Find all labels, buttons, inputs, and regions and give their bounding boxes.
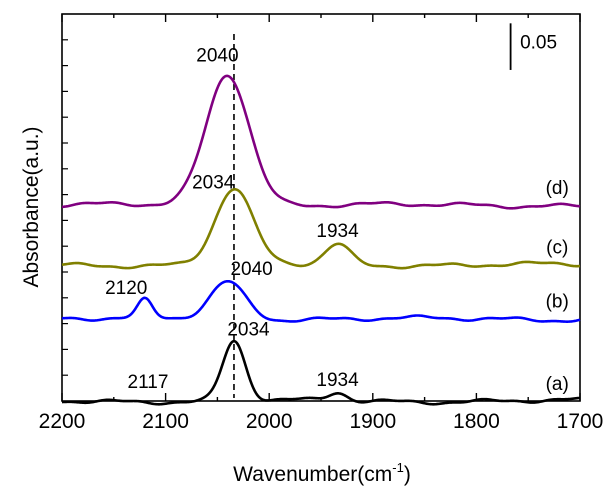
peak-label: 2120 [105, 278, 147, 299]
series-label-1: (b) [546, 292, 569, 313]
x-tick-label: 1700 [557, 410, 604, 433]
series-labels: (a) (b) (c) (d) [546, 178, 569, 395]
peak-label: 2034 [192, 172, 235, 193]
x-tick-label: 1900 [349, 410, 396, 433]
peak-label: 2117 [128, 372, 169, 393]
peak-label: 1934 [316, 221, 359, 242]
y-axis-title: Absorbance(a.u.) [20, 126, 43, 287]
series-line-0 [61, 339, 581, 406]
x-axis-title-sup: -1 [392, 460, 404, 475]
series-lines [61, 74, 581, 406]
peak-label: 2040 [196, 46, 238, 67]
x-tick-labels: 2200 2100 2000 1900 1800 1700 [39, 410, 604, 433]
series-line-2 [61, 188, 581, 270]
series-label-0: (a) [546, 374, 569, 395]
peak-label: 2040 [230, 259, 272, 280]
x-axis-title-end: ) [404, 463, 411, 486]
series-line-1 [61, 279, 581, 323]
peak-label: 2034 [227, 320, 270, 341]
series-line-3 [61, 74, 581, 210]
x-axis-title: Wavenumber(cm-1) [233, 460, 411, 486]
x-tick-label: 1800 [453, 410, 500, 433]
x-tick-label: 2100 [142, 410, 189, 433]
peak-annotations: 2117 2034 1934 2120 2040 2034 1934 2040 [105, 46, 359, 393]
peak-label: 1934 [316, 370, 359, 391]
x-tick-label: 2200 [39, 410, 86, 433]
x-tick-label: 2000 [246, 410, 293, 433]
series-label-2: (c) [546, 238, 568, 259]
series-label-3: (d) [546, 178, 569, 199]
x-axis-title-main: Wavenumber(cm [233, 463, 392, 486]
scale-bar-label: 0.05 [520, 33, 557, 54]
